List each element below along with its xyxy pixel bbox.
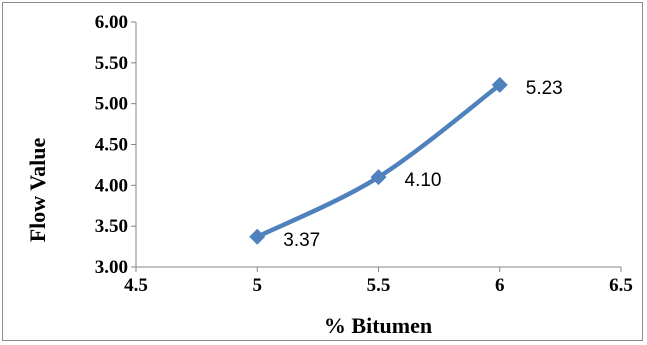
y-tick-label: 5.50 [95,53,128,74]
y-tick-label: 5.00 [95,94,128,115]
y-tick-label: 3.00 [95,257,128,278]
x-tick-label: 6.5 [609,275,633,296]
x-tick-label: 5.5 [367,275,391,296]
y-tick-label: 3.50 [95,216,128,237]
x-tick-label: 4.5 [124,275,148,296]
y-tick-label: 6.00 [95,12,128,33]
y-axis-title: Flow Value [25,138,50,243]
data-label: 5.23 [526,78,563,99]
x-axis-title: % Bitumen [324,313,432,338]
data-label: 4.10 [405,170,442,191]
data-point-marker [370,169,387,186]
data-label: 3.37 [283,230,320,251]
data-point-marker [249,228,266,245]
chart-frame [2,2,643,341]
y-tick-label: 4.50 [95,135,128,156]
x-tick-label: 6 [495,275,505,296]
y-tick-label: 4.00 [95,175,128,196]
x-tick-label: 5 [253,275,263,296]
series-line [255,82,502,240]
data-point-marker [491,76,508,93]
plot-area: 3.37 4.10 5.23 [249,76,563,251]
axes: 3.00 3.50 4.00 4.50 5.00 5.50 6.00 4.5 5 5.5 6 6.5 [95,12,633,296]
